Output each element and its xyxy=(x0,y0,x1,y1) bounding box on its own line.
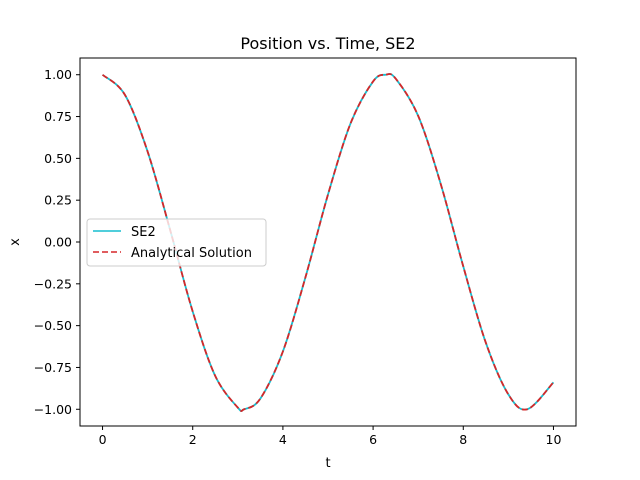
series-line-analytical-solution xyxy=(101,73,555,412)
x-tick-label: 6 xyxy=(369,432,377,447)
y-tick-label: 0.00 xyxy=(44,235,72,250)
x-axis-label: t xyxy=(325,456,330,471)
x-tick-label: 2 xyxy=(189,432,197,447)
y-tick-label: 1.00 xyxy=(44,67,72,82)
y-axis-ticks: −1.00 −0.75 −0.50 −0.25 0.00 0.25 0.50 0.75 1.00 xyxy=(34,67,80,417)
y-tick-label: 0.75 xyxy=(44,109,72,124)
legend-label-analytical-solution: Analytical Solution xyxy=(131,246,252,261)
legend-box xyxy=(86,218,267,267)
x-tick-label: 10 xyxy=(546,432,562,447)
x-tick-label: 0 xyxy=(99,432,107,447)
y-tick-label: 0.25 xyxy=(44,193,72,208)
legend: SE2 Analytical Solution xyxy=(86,218,267,267)
chart-title: Position vs. Time, SE2 xyxy=(240,34,415,53)
legend-label-se2: SE2 xyxy=(131,225,156,240)
x-axis-ticks: 0 2 4 6 8 10 xyxy=(99,426,562,447)
y-tick-label: −1.00 xyxy=(34,402,72,417)
y-axis-label: x xyxy=(8,238,23,246)
y-tick-label: −0.75 xyxy=(34,360,72,375)
x-tick-label: 8 xyxy=(459,432,467,447)
x-tick-label: 4 xyxy=(279,432,287,447)
y-tick-label: −0.50 xyxy=(34,318,72,333)
series-layer xyxy=(101,73,555,412)
y-tick-label: −0.25 xyxy=(34,276,72,291)
y-tick-label: 0.50 xyxy=(44,151,72,166)
